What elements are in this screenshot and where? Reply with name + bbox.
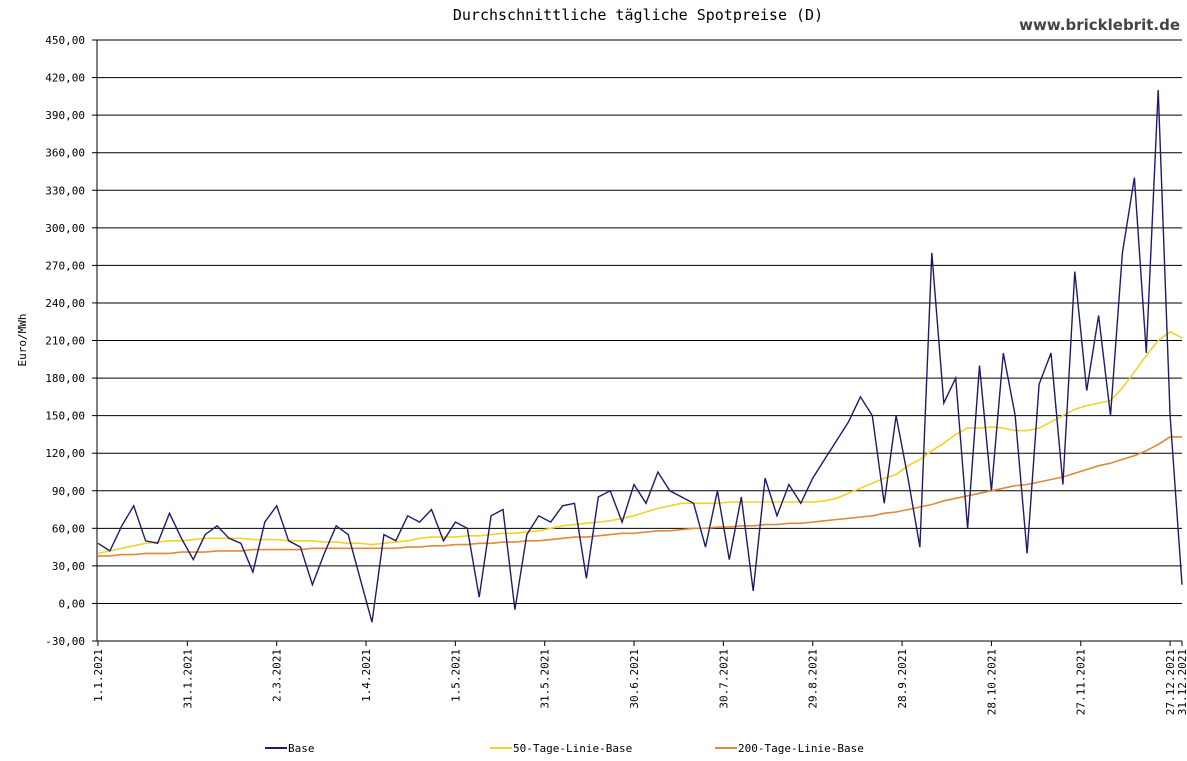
y-tick-label: -30,00: [45, 635, 85, 648]
x-tick-label: 31.12.2021: [1176, 649, 1187, 715]
y-tick-label: 300,00: [45, 222, 85, 235]
y-tick-label: 360,00: [45, 147, 85, 160]
y-tick-label: 180,00: [45, 372, 85, 385]
y-tick-label: 30,00: [52, 560, 85, 573]
legend-label: 200-Tage-Linie-Base: [738, 742, 864, 755]
y-tick-label: 150,00: [45, 410, 85, 423]
legend-label: 50-Tage-Linie-Base: [513, 742, 632, 755]
y-tick-label: 450,00: [45, 34, 85, 47]
chart-title: Durchschnittliche tägliche Spotpreise (D…: [453, 6, 823, 24]
x-tick-label: 31.5.2021: [539, 649, 552, 709]
series-line: [97, 90, 1183, 623]
x-tick-label: 1.5.2021: [449, 649, 462, 702]
y-tick-label: 60,00: [52, 522, 85, 535]
x-tick-label: 2.3.2021: [271, 649, 284, 702]
y-tick-label: 240,00: [45, 297, 85, 310]
x-tick-label: 1.4.2021: [360, 649, 373, 702]
y-tick-label: 90,00: [52, 485, 85, 498]
y-tick-label: 0,00: [59, 597, 86, 610]
x-tick-label: 30.6.2021: [628, 649, 641, 709]
x-tick-label: 29.8.2021: [807, 649, 820, 709]
watermark: www.bricklebrit.de: [1019, 16, 1180, 34]
x-tick-label: 28.10.2021: [985, 649, 998, 715]
y-tick-label: 120,00: [45, 447, 85, 460]
y-tick-label: 390,00: [45, 109, 85, 122]
plot-area: -30,00 0,00 30,00 60,00 90,00 120,00 150,00 180…: [45, 34, 1187, 715]
y-tick-label: 210,00: [45, 335, 85, 348]
x-tick-label: 27.11.2021: [1075, 649, 1088, 715]
legend-label: Base: [288, 742, 315, 755]
y-tick-label: 420,00: [45, 72, 85, 85]
x-tick-label: 28.9.2021: [896, 649, 909, 709]
y-tick-label: 330,00: [45, 184, 85, 197]
x-tick-label: 1.1.2021: [92, 649, 105, 702]
series-line: [98, 436, 1182, 557]
x-tick-label: 31.1.2021: [181, 649, 194, 709]
y-tick-label: 270,00: [45, 259, 85, 272]
y-axis-label: Euro/MWh: [16, 314, 29, 367]
x-tick-label: 30.7.2021: [717, 649, 730, 709]
x-tick-label: 27.12.2021: [1164, 649, 1177, 715]
series-line: [97, 330, 1183, 555]
